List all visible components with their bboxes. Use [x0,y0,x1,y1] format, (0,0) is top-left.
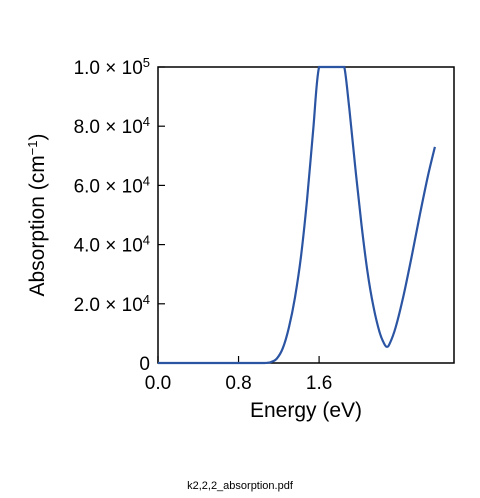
x-axis-title: Energy (eV) [250,399,362,422]
y-axis-ticks: 0 2.0 × 104 4.0 × 104 6.0 × 104 8.0 × 104 1.0… [74,55,165,375]
plot-frame [157,66,455,364]
y-axis-title: Absorption (cm−1) [25,133,50,296]
y-tick-label: 2.0 × 104 [74,291,150,316]
y-tick-label: 1.0 × 105 [74,55,150,80]
y-tick-label: 4.0 × 104 [74,232,150,257]
x-tick-label: 0.0 [145,373,171,394]
y-tick-label: 0 [139,354,150,375]
x-tick-label: 0.8 [225,373,251,394]
absorption-chart: 0 2.0 × 104 4.0 × 104 6.0 × 104 8.0 × 104 1.0… [25,55,455,422]
y-tick-label: 6.0 × 104 [74,173,150,198]
y-tick-label: 8.0 × 104 [74,114,150,139]
x-axis-ticks: 0.0 0.8 1.6 [145,356,332,394]
x-tick-label: 1.6 [306,373,332,394]
absorption-series-line [157,65,436,365]
filename-caption: k2,2,2_absorption.pdf [187,480,293,492]
